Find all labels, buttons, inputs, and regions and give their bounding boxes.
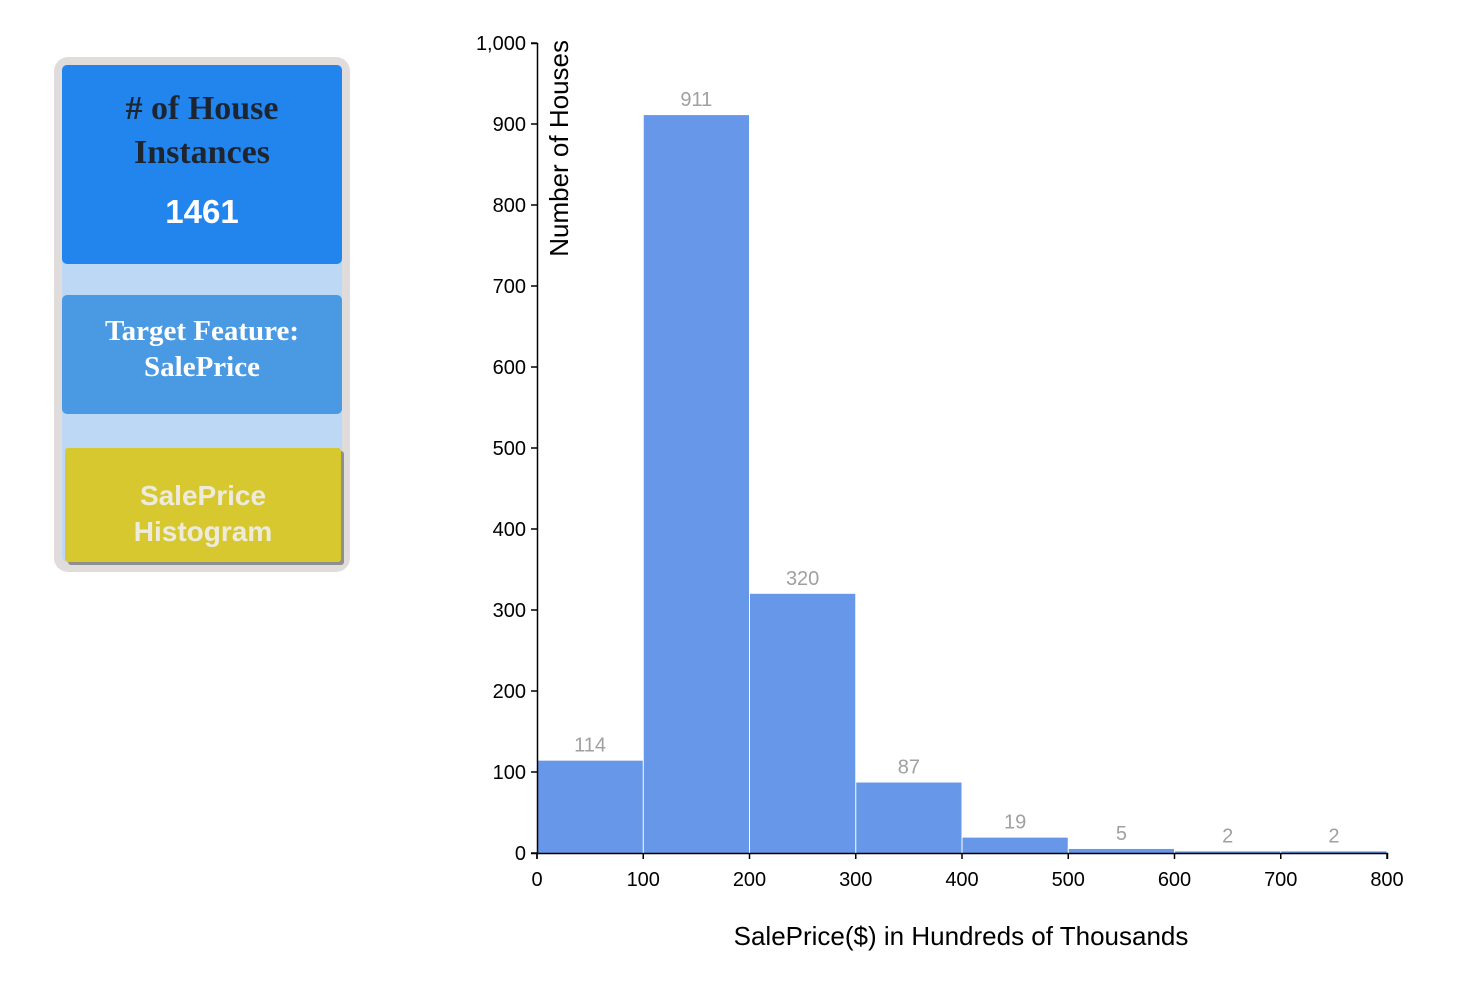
- histogram-bar: [643, 115, 749, 854]
- x-tick-label: 500: [1052, 869, 1085, 891]
- x-tick-label: 100: [627, 869, 660, 891]
- y-tick-label: 1,000: [476, 33, 526, 55]
- y-tick-label: 500: [493, 438, 526, 460]
- bar-count-label: 5: [1116, 823, 1127, 845]
- y-tick-label: 300: [493, 600, 526, 622]
- y-tick-label: 400: [493, 519, 526, 541]
- y-tick-label: 600: [493, 357, 526, 379]
- x-tick-label: 600: [1158, 869, 1191, 891]
- histogram-bar: [1281, 851, 1387, 853]
- x-tick-label: 400: [945, 869, 978, 891]
- histogram-bar: [537, 760, 643, 853]
- bar-count-label: 87: [898, 757, 920, 779]
- bar-count-label: 19: [1004, 812, 1026, 834]
- house-count-card: # of House Instances 1461: [62, 65, 342, 264]
- bar-count-label: 911: [680, 89, 712, 111]
- histogram-bar: [750, 593, 856, 853]
- bar-count-label: 2: [1222, 825, 1233, 847]
- histogram-bar: [856, 782, 962, 853]
- sidebar-inner: # of House Instances 1461 Target Feature…: [62, 65, 342, 562]
- y-tick-label: 100: [493, 762, 526, 784]
- y-tick-label: 0: [515, 843, 526, 865]
- sidebar-panel: # of House Instances 1461 Target Feature…: [54, 57, 350, 572]
- y-tick-label: 900: [493, 114, 526, 136]
- bar-count-label: 114: [574, 735, 606, 757]
- histogram-bar: [1068, 848, 1174, 853]
- y-tick-label: 200: [493, 681, 526, 703]
- x-tick-label: 200: [733, 869, 766, 891]
- x-tick-label: 800: [1370, 869, 1403, 891]
- x-tick-label: 0: [531, 869, 542, 891]
- house-count-title: # of House Instances: [125, 90, 279, 171]
- y-tick-label: 800: [493, 195, 526, 217]
- y-axis-title: Number of Houses: [544, 40, 574, 257]
- x-axis-title: SalePrice($) in Hundreds of Thousands: [734, 921, 1189, 951]
- house-count-value: 1461: [165, 193, 239, 230]
- bar-count-label: 2: [1328, 825, 1339, 847]
- y-tick-label: 700: [493, 276, 526, 298]
- x-tick-label: 700: [1264, 869, 1297, 891]
- target-feature-card: Target Feature: SalePrice: [62, 295, 342, 414]
- bar-count-label: 320: [786, 568, 819, 590]
- x-tick-label: 300: [839, 869, 872, 891]
- saleprice-histogram-button[interactable]: SalePrice Histogram: [65, 448, 341, 562]
- histogram-bar: [962, 837, 1068, 853]
- histogram-bar: [1175, 851, 1281, 853]
